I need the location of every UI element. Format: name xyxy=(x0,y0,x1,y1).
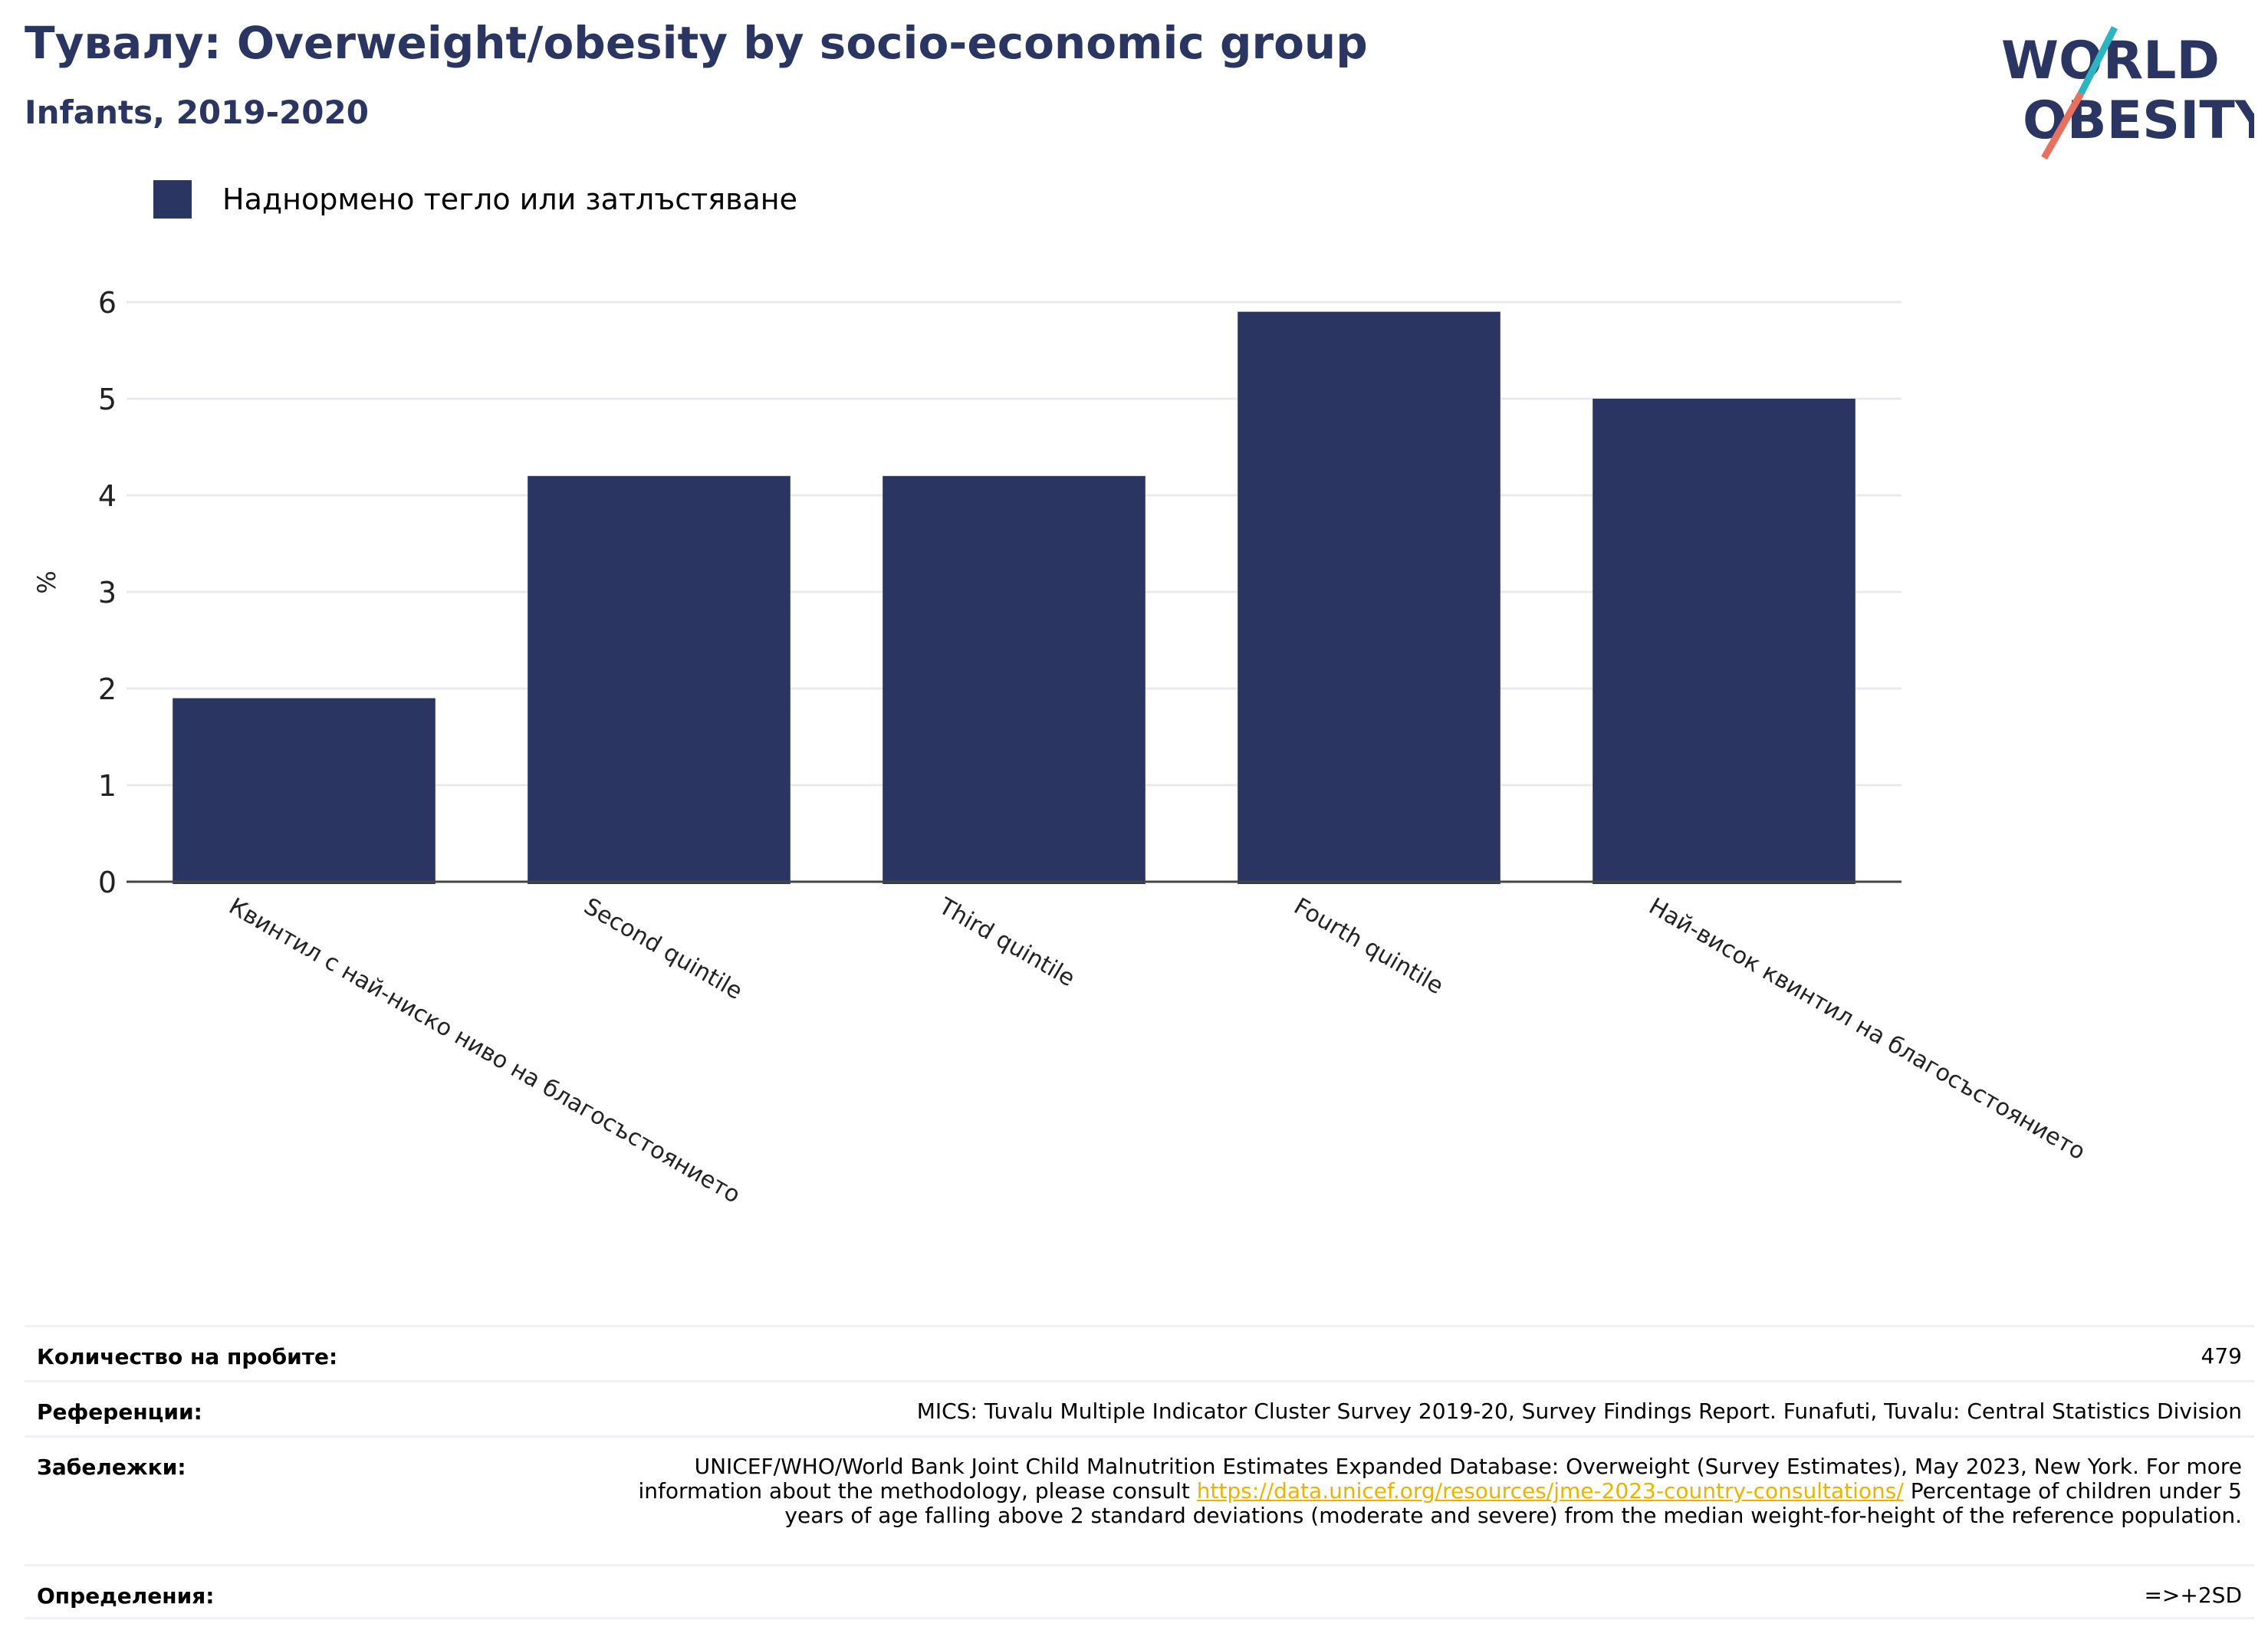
logo-slash-coral xyxy=(2041,91,2084,160)
y-axis-label: % xyxy=(32,570,61,593)
x-tick-label: Fourth quintile xyxy=(1290,893,1448,1001)
bar xyxy=(1238,311,1500,885)
remarks-text-after: Percentage of children under 5 years of … xyxy=(784,1478,2242,1529)
remarks-row: Забележки: UNICEF/WHO/World Bank Joint C… xyxy=(25,1435,2254,1564)
sample-size-label: Количество на пробите: xyxy=(37,1344,338,1369)
x-tick-label: Най-висок квинтил на благосъстоянието xyxy=(1645,893,2090,1166)
chart-title: Тувалу: Overweight/obesity by socio-econ… xyxy=(25,17,1368,69)
y-tick-label: 5 xyxy=(98,383,117,416)
chart-legend: Наднормено тегло или затлъстяване xyxy=(153,179,797,219)
bar xyxy=(528,475,791,884)
remarks-label: Забележки: xyxy=(37,1454,186,1480)
definitions-value: =>+2SD xyxy=(2144,1583,2242,1608)
notes-table: Количество на пробите: 479 Референции: M… xyxy=(25,1325,2254,1619)
bar xyxy=(173,698,436,884)
bar xyxy=(1593,399,1855,884)
remarks-link[interactable]: https://data.unicef.org/resources/jme-20… xyxy=(1196,1478,1904,1504)
logo-slash-teal xyxy=(2077,25,2118,96)
bar xyxy=(883,475,1146,884)
x-tick-label: Second quintile xyxy=(580,893,748,1005)
y-tick-label: 6 xyxy=(98,286,117,320)
definitions-label: Определения: xyxy=(37,1583,215,1609)
legend-swatch xyxy=(153,180,192,219)
x-tick-label: Third quintile xyxy=(934,892,1080,992)
chart-subtitle: Infants, 2019-2020 xyxy=(25,94,369,131)
sample-size-value: 479 xyxy=(2201,1343,2242,1369)
legend-label: Наднормено тегло или затлъстяване xyxy=(222,182,797,216)
y-tick-label: 4 xyxy=(98,479,117,513)
remarks-text-before: UNICEF/WHO/World Bank Joint Child Malnut… xyxy=(638,1454,2243,1504)
y-tick-label: 0 xyxy=(98,866,117,899)
definitions-row: Определения: =>+2SD xyxy=(25,1564,2254,1619)
references-value: MICS: Tuvalu Multiple Indicator Cluster … xyxy=(916,1399,2242,1424)
y-tick-label: 2 xyxy=(98,672,117,706)
sample-size-row: Количество на пробите: 479 xyxy=(25,1325,2254,1380)
references-label: Референции: xyxy=(37,1399,202,1425)
world-obesity-logo: WORLD OBESITY xyxy=(2001,25,2254,160)
logo-line2: OBESITY xyxy=(2023,90,2254,151)
y-tick-label: 1 xyxy=(98,769,117,803)
references-row: Референции: MICS: Tuvalu Multiple Indica… xyxy=(25,1380,2254,1435)
y-tick-label: 3 xyxy=(98,576,117,610)
remarks-value: UNICEF/WHO/World Bank Joint Child Malnut… xyxy=(632,1454,2243,1529)
